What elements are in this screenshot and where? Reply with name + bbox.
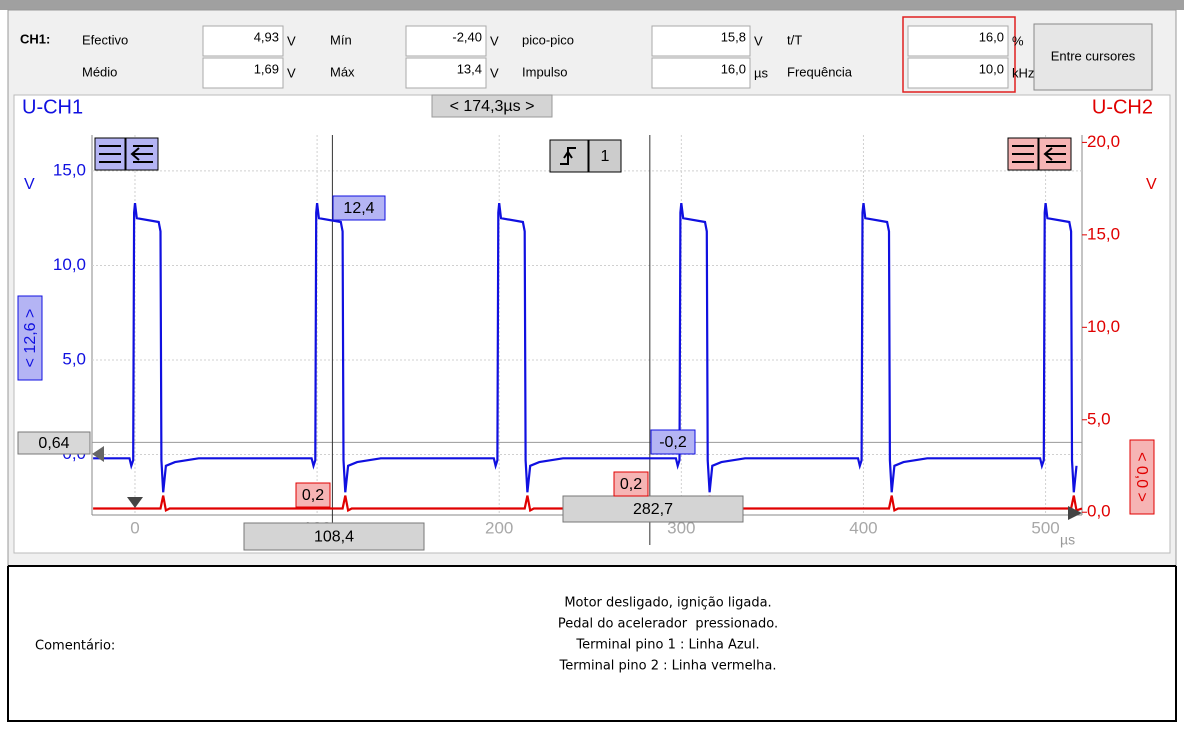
comment-line: Pedal do acelerador pressionado. bbox=[558, 617, 778, 632]
measure-value: 13,4 bbox=[457, 61, 482, 76]
measure-unit: % bbox=[1012, 33, 1024, 48]
readout-box bbox=[295, 482, 331, 508]
measure-value: -2,40 bbox=[452, 29, 482, 44]
comment-line: Motor desligado, ignição ligada. bbox=[564, 596, 771, 611]
y-tick-label: 10,0 bbox=[53, 255, 86, 274]
measure-unit: V bbox=[490, 65, 499, 80]
measure-unit: V bbox=[287, 65, 296, 80]
measure-box bbox=[651, 25, 751, 57]
icon-glyph bbox=[130, 145, 153, 163]
measure-unit: V bbox=[490, 33, 499, 48]
trigger-glyph bbox=[560, 147, 576, 165]
y2-tick-label: 15,0 bbox=[1087, 224, 1120, 243]
x-tick-label: 300 bbox=[667, 518, 695, 537]
measure-value: 16,0 bbox=[979, 29, 1004, 44]
y2-tick-label: 10,0 bbox=[1087, 317, 1120, 336]
measure-label: pico-pico bbox=[522, 32, 574, 47]
measure-value: 1,69 bbox=[254, 61, 279, 76]
x-tick-label: 400 bbox=[849, 518, 877, 537]
offset-ch1-box bbox=[17, 295, 43, 381]
offset-ch2: < 0,0 > bbox=[1133, 452, 1150, 502]
marker bbox=[92, 446, 104, 462]
marker bbox=[127, 497, 143, 508]
trigger: 1 bbox=[601, 148, 610, 165]
measure-unit: V bbox=[754, 33, 763, 48]
trace bbox=[93, 202, 1078, 493]
y-tick-label: 15,0 bbox=[53, 160, 86, 179]
y2-tick-label: 0,0 bbox=[1087, 502, 1111, 521]
x-tick-label: 0 bbox=[130, 518, 139, 537]
comment-line: Terminal pino 2 : Linha vermelha. bbox=[558, 659, 776, 674]
x-cursor-label-box bbox=[243, 522, 425, 551]
comment-line: Terminal pino 1 : Linha Azul. bbox=[575, 638, 759, 653]
x-tick-label: 500 bbox=[1031, 518, 1059, 537]
measure-label: Efectivo bbox=[82, 32, 128, 47]
x-cursor-label-box bbox=[562, 495, 744, 523]
measure-box bbox=[651, 57, 751, 89]
offset-ch1: < 12,6 > bbox=[22, 309, 39, 368]
measure-label: Impulso bbox=[522, 64, 568, 79]
measure-label: Mín bbox=[330, 32, 352, 47]
measure-value: 16,0 bbox=[721, 61, 746, 76]
x-cursor-label: 108,4 bbox=[314, 529, 354, 546]
traces bbox=[93, 202, 1083, 513]
readout: 0,2 bbox=[302, 487, 324, 504]
button-label[interactable]: Entre cursores bbox=[1051, 48, 1136, 63]
x-tick-label: 200 bbox=[485, 518, 513, 537]
measure-unit: V bbox=[287, 33, 296, 48]
measure-box bbox=[405, 25, 487, 57]
trigger-box bbox=[588, 139, 622, 173]
measure-value: 4,93 bbox=[254, 29, 279, 44]
cursor-delta: < 174,3µs > bbox=[450, 98, 535, 115]
readout-box bbox=[332, 195, 386, 221]
readout: -0,2 bbox=[659, 434, 687, 451]
trace bbox=[93, 495, 1083, 513]
measure-unit: kHz bbox=[1012, 65, 1034, 80]
y2-tick-label: 20,0 bbox=[1087, 132, 1120, 151]
comment-label: Comentário: bbox=[35, 639, 115, 654]
cursor-delta-box bbox=[431, 94, 553, 118]
measure-box bbox=[907, 25, 1009, 57]
x-cursor-label: 282,7 bbox=[633, 501, 673, 518]
icon-glyph bbox=[1043, 145, 1066, 163]
readout: 12,4 bbox=[343, 200, 374, 217]
measure-label: Frequência bbox=[787, 64, 853, 79]
y2-unit: V bbox=[1146, 176, 1157, 193]
measure-box bbox=[202, 57, 284, 89]
marker bbox=[1068, 506, 1082, 520]
y2-tick-label: 5,0 bbox=[1087, 409, 1111, 428]
measure-label: t/T bbox=[787, 32, 802, 47]
measure-label: Máx bbox=[330, 64, 355, 79]
button[interactable] bbox=[1033, 23, 1153, 91]
x-unit: µs bbox=[1060, 532, 1075, 548]
series-label: U-CH2 bbox=[1092, 96, 1153, 118]
series-label: U-CH1 bbox=[22, 96, 83, 118]
measure-box bbox=[907, 57, 1009, 89]
measure-value: 15,8 bbox=[721, 29, 746, 44]
y-tick-label: 5,0 bbox=[62, 349, 86, 368]
measure-unit: µs bbox=[754, 65, 768, 80]
channel-label: CH1: bbox=[20, 31, 50, 46]
measure-label: Médio bbox=[82, 64, 117, 79]
y-cursor-label-box bbox=[17, 431, 91, 455]
y-unit: V bbox=[24, 176, 35, 193]
highlight bbox=[902, 16, 1016, 93]
top-strip bbox=[0, 0, 1184, 10]
readout-box bbox=[613, 471, 649, 497]
offset-ch2-box bbox=[1129, 439, 1155, 515]
readout: 0,2 bbox=[620, 476, 642, 493]
measure-value: 10,0 bbox=[979, 61, 1004, 76]
readout-box bbox=[650, 429, 696, 455]
y-cursor-label: 0,64 bbox=[38, 435, 69, 452]
measure-box bbox=[202, 25, 284, 57]
measure-box bbox=[405, 57, 487, 89]
